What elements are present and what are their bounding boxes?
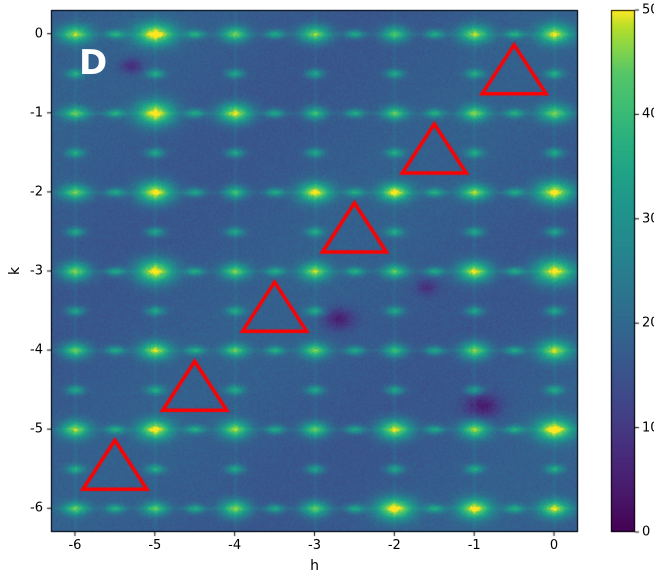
colorbar-tick-label: 20 <box>642 316 654 331</box>
y-tick-label: -1 <box>30 105 43 120</box>
panel-letter: D <box>79 43 107 83</box>
x-tick-label: -5 <box>148 538 161 553</box>
y-tick-label: -6 <box>30 501 43 516</box>
y-tick-label: -3 <box>30 264 43 279</box>
x-tick-label: -1 <box>468 538 481 553</box>
y-axis-label: k <box>7 267 23 275</box>
colorbar-tick-label: 0 <box>642 525 650 540</box>
colorbar-tick-label: 10 <box>642 420 654 435</box>
y-tick-label: 0 <box>35 26 43 41</box>
x-axis-label: h <box>310 558 319 574</box>
colorbar-tick-label: 30 <box>642 211 654 226</box>
x-tick-label: -3 <box>308 538 321 553</box>
y-tick-label: -5 <box>30 422 43 437</box>
y-tick-label: -4 <box>30 343 43 358</box>
x-tick-label: -6 <box>68 538 81 553</box>
colorbar-tick-label: 50 <box>642 3 654 18</box>
x-tick-label: -4 <box>228 538 241 553</box>
y-tick-label: -2 <box>30 184 43 199</box>
figure: D h k -6 -5 -4 -3 -2 -1 0 -6 -5 -4 -3 -2 -1 0 0 10 20 3… <box>0 0 654 583</box>
overlay-canvas <box>0 0 654 583</box>
x-tick-label: -2 <box>388 538 401 553</box>
colorbar-tick-label: 40 <box>642 107 654 122</box>
x-tick-label: 0 <box>550 538 558 553</box>
